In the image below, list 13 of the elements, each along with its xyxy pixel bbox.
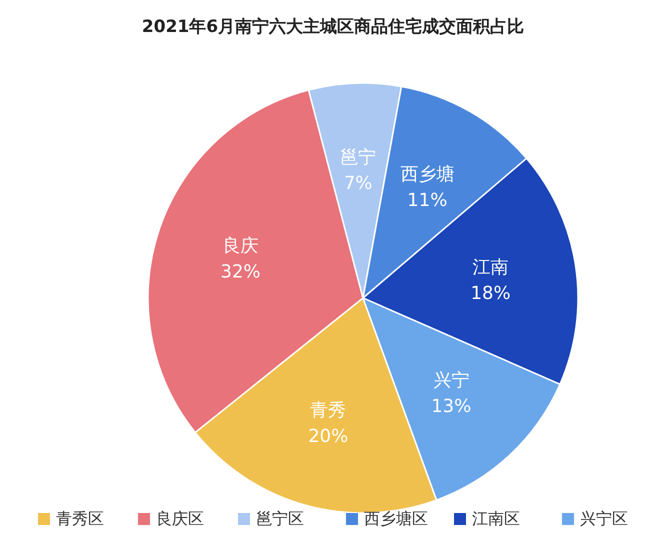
- data-label: 邕宁 7%: [340, 147, 376, 194]
- data-label: 青秀 20%: [308, 400, 348, 448]
- data-label: 兴宁 13%: [431, 370, 472, 418]
- legend-label: 江南区: [472, 509, 520, 528]
- legend-label: 邕宁区: [256, 509, 304, 528]
- data-label: 江南 18%: [470, 257, 511, 304]
- legend-label: 良庆区: [156, 509, 204, 528]
- legend-label: 兴宁区: [580, 509, 628, 528]
- chart-title: 2021年6月南宁六大主城区商品住宅成交面积占比: [142, 17, 524, 37]
- legend-label: 西乡塘区: [364, 509, 428, 528]
- legend-label: 青秀区: [56, 509, 104, 528]
- data-label: 良庆 32%: [220, 235, 261, 282]
- data-label: 西乡塘 11%: [400, 164, 454, 212]
